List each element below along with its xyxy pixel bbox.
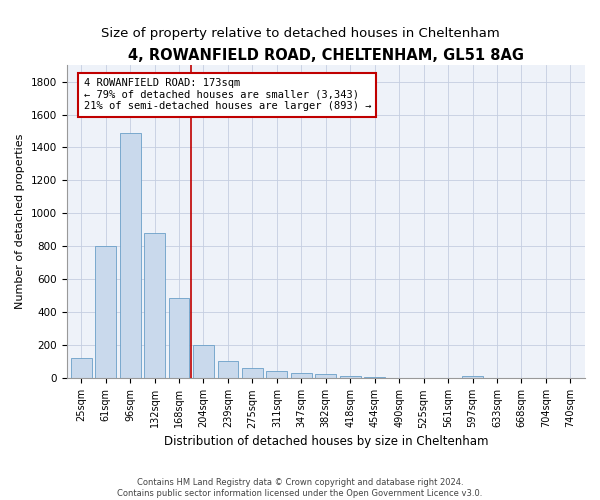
Text: Size of property relative to detached houses in Cheltenham: Size of property relative to detached ho… [101, 28, 499, 40]
Y-axis label: Number of detached properties: Number of detached properties [15, 134, 25, 310]
Text: 4 ROWANFIELD ROAD: 173sqm
← 79% of detached houses are smaller (3,343)
21% of se: 4 ROWANFIELD ROAD: 173sqm ← 79% of detac… [83, 78, 371, 112]
Bar [144, 233, 165, 378]
Bar [120, 132, 140, 378]
Bar [266, 372, 287, 378]
Bar [364, 377, 385, 378]
Title: 4, ROWANFIELD ROAD, CHELTENHAM, GL51 8AG: 4, ROWANFIELD ROAD, CHELTENHAM, GL51 8AG [128, 48, 524, 62]
Bar [340, 376, 361, 378]
Bar [193, 344, 214, 378]
X-axis label: Distribution of detached houses by size in Cheltenham: Distribution of detached houses by size … [164, 434, 488, 448]
Bar [462, 376, 483, 378]
Bar [95, 246, 116, 378]
Bar [242, 368, 263, 378]
Text: Contains HM Land Registry data © Crown copyright and database right 2024.
Contai: Contains HM Land Registry data © Crown c… [118, 478, 482, 498]
Bar [169, 298, 190, 378]
Bar [218, 361, 238, 378]
Bar [291, 372, 312, 378]
Bar [71, 358, 92, 378]
Bar [316, 374, 336, 378]
